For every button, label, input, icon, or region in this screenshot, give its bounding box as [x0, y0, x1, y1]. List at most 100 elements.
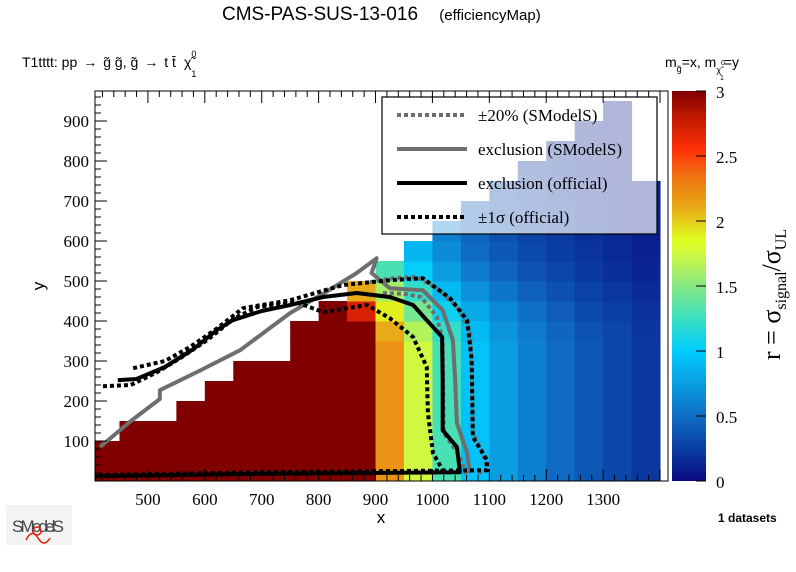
heatmap-cell [347, 441, 377, 462]
heatmap-cell [603, 261, 633, 282]
process-tops: t t̄ [164, 54, 176, 70]
colorbar-tick-label: 2 [716, 213, 725, 232]
heatmap-cell [603, 421, 633, 442]
heatmap-cell [574, 361, 604, 382]
heatmap-cell [233, 361, 263, 382]
heatmap-cell [631, 301, 661, 322]
heatmap-cell [375, 421, 405, 442]
heatmap-cell [631, 241, 661, 262]
plot-frame [94, 90, 669, 482]
heatmap-cell [290, 361, 320, 382]
heatmap-cell [631, 261, 661, 282]
heatmap-cell [489, 261, 519, 282]
heatmap-cell [233, 401, 263, 422]
heatmap-cell [631, 361, 661, 382]
heatmap-cell [460, 321, 490, 342]
chart-subtitle: (efficiencyMap) [439, 7, 540, 24]
heatmap-cell [403, 421, 433, 442]
heatmap-cell [119, 461, 149, 481]
heatmap-cell [517, 461, 547, 481]
heatmap-cell [489, 321, 519, 342]
heatmap-cell [347, 361, 377, 382]
y-tick-label: 700 [64, 192, 90, 211]
x-tick-label: 1300 [586, 490, 620, 509]
heatmap-cell [546, 441, 576, 462]
legend-label-1sigma-official: ±1σ (official) [478, 208, 569, 227]
heatmap-cell [375, 341, 405, 362]
heatmap-cell [204, 421, 234, 442]
heatmap-cell [147, 421, 177, 442]
y-tick-label: 400 [64, 312, 90, 331]
heatmap-cell [631, 321, 661, 342]
heatmap-cell [517, 261, 547, 282]
heatmap-cell [318, 401, 348, 422]
heatmap-cell [603, 241, 633, 262]
mass-assignment-label: mg̃=x, mχ̃0 1=y [665, 54, 739, 82]
heatmap-cell [460, 241, 490, 262]
heatmap-cell [517, 341, 547, 362]
heatmap-cell [261, 361, 291, 382]
heatmap-cell [631, 461, 661, 481]
heatmap-cell [347, 321, 377, 342]
colorbar-tick-label: 1 [716, 343, 725, 362]
heatmap-cell [318, 441, 348, 462]
x-tick-label: 900 [363, 490, 389, 509]
heatmap-cell [603, 301, 633, 322]
heatmap-cell [517, 381, 547, 402]
y-tick-label: 500 [64, 272, 90, 291]
y-axis-label: y [29, 281, 48, 290]
colorbar-tick-label: 0.5 [716, 408, 737, 427]
heatmap-cell [318, 321, 348, 342]
heatmap-cell [517, 321, 547, 342]
heatmap-cell [489, 361, 519, 382]
legend-label-20pct-smodels: ±20% (SModelS) [478, 106, 597, 125]
heatmap-cell [546, 261, 576, 282]
heatmap-cell [603, 281, 633, 302]
colorbar-axis: 0 0.5 1 1.5 2 2.5 3 [696, 83, 737, 492]
heatmap-cell [176, 461, 206, 481]
heatmap-cell [603, 461, 633, 481]
heatmap-cell [460, 401, 490, 422]
heatmap-cell [432, 241, 462, 262]
heatmap-cell [261, 421, 291, 442]
heatmap-cell [403, 441, 433, 462]
x-tick-label: 800 [306, 490, 332, 509]
heatmap-cell [290, 321, 320, 342]
heatmap-cell [460, 381, 490, 402]
contour--1-official- [95, 276, 490, 477]
heatmap-cell [489, 421, 519, 442]
colorbar-label: r = σsignal/σUL [757, 229, 790, 360]
heatmap-cell [489, 301, 519, 322]
colorbar-tick-label: 0 [716, 473, 725, 492]
heatmap-cell [631, 421, 661, 442]
heatmap-cell [290, 341, 320, 362]
heatmap-cell [432, 281, 462, 302]
heatmap-cell [574, 301, 604, 322]
heatmap-cell [347, 421, 377, 442]
heatmap-cell [489, 281, 519, 302]
heatmap-cell [432, 421, 462, 442]
contour-exclusion-official- [95, 291, 462, 479]
heatmap-cell [631, 341, 661, 362]
y-tick-label: 100 [64, 432, 90, 451]
heatmap-cell [403, 261, 433, 282]
svg-text:r = σsignal/σUL: r = σsignal/σUL [757, 229, 790, 360]
heatmap-cell [546, 421, 576, 442]
heatmap-cell [318, 341, 348, 362]
heatmap-cell [460, 301, 490, 322]
smodels-logo: SModelS [6, 505, 72, 545]
colorbar-tick-label: 2.5 [716, 148, 737, 167]
heatmap-cell [460, 341, 490, 362]
x-tick-label: 1100 [473, 490, 506, 509]
heatmap-cell [574, 401, 604, 422]
heatmap-cell [375, 401, 405, 422]
heatmap-cell [432, 261, 462, 282]
heatmap-cell [318, 361, 348, 382]
heatmap-cell [432, 341, 462, 362]
heatmap-cell [403, 401, 433, 422]
heatmap-cell [546, 241, 576, 262]
heatmap-cell [574, 461, 604, 481]
legend-label-exclusion-smodels: exclusion (SModelS) [478, 140, 622, 159]
heatmap-cell [517, 281, 547, 302]
y-tick-label: 300 [64, 352, 90, 371]
